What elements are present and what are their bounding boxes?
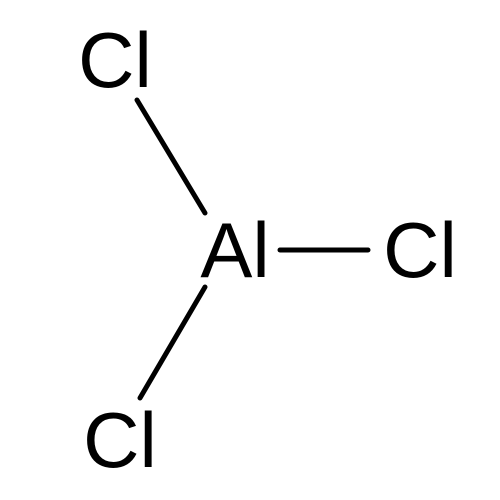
structure-canvas: Al Cl Cl Cl (0, 0, 500, 500)
bond-line (137, 100, 205, 213)
atom-bottom-chlorine: Cl (83, 401, 157, 479)
atom-right-chlorine: Cl (383, 211, 457, 289)
atom-top-chlorine: Cl (78, 21, 152, 99)
bond-line (140, 287, 205, 398)
atom-center-aluminum: Al (200, 211, 269, 289)
